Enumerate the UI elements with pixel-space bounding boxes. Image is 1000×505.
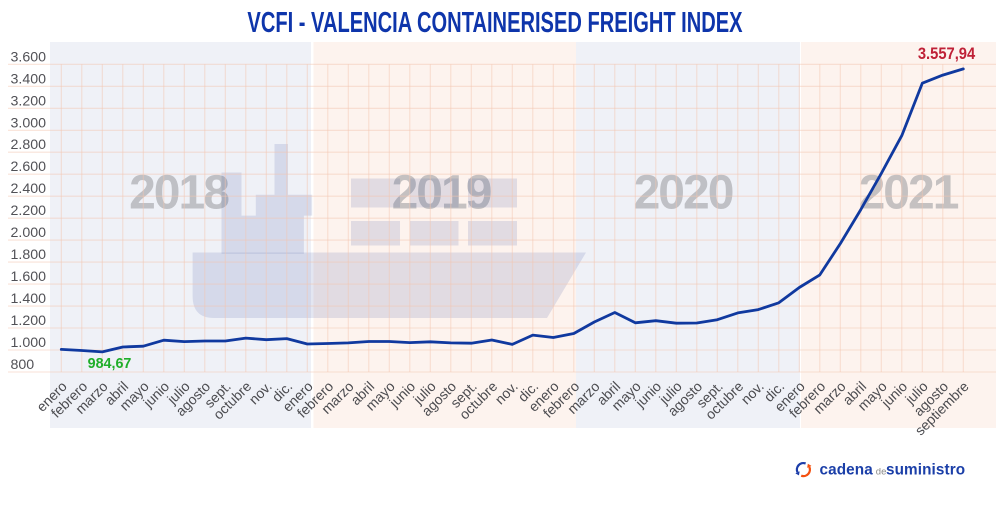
- svg-text:3.400: 3.400: [11, 71, 47, 87]
- svg-text:3.600: 3.600: [11, 49, 47, 65]
- svg-text:1.600: 1.600: [11, 269, 47, 285]
- svg-text:3.000: 3.000: [11, 115, 47, 131]
- svg-text:2018: 2018: [129, 167, 229, 220]
- svg-text:984,67: 984,67: [88, 356, 132, 372]
- svg-text:suministro: suministro: [886, 462, 965, 479]
- svg-text:2021: 2021: [859, 167, 959, 220]
- svg-text:2.800: 2.800: [11, 137, 47, 153]
- svg-text:2.200: 2.200: [11, 203, 47, 219]
- svg-text:2.400: 2.400: [11, 181, 47, 197]
- svg-text:1.200: 1.200: [11, 313, 47, 329]
- svg-text:de: de: [876, 467, 887, 478]
- svg-text:1.000: 1.000: [11, 335, 47, 351]
- svg-text:cadena: cadena: [820, 462, 874, 479]
- svg-text:3.200: 3.200: [11, 93, 47, 109]
- svg-text:1.800: 1.800: [11, 247, 47, 263]
- svg-text:2019: 2019: [392, 167, 491, 220]
- svg-text:3.557,94: 3.557,94: [918, 45, 975, 63]
- svg-text:VCFI - VALENCIA CONTAINERISED: VCFI - VALENCIA CONTAINERISED FREIGHT IN…: [247, 7, 742, 40]
- svg-text:1.400: 1.400: [11, 291, 47, 307]
- svg-text:2.600: 2.600: [11, 159, 47, 175]
- svg-text:800: 800: [11, 357, 35, 373]
- svg-text:2.000: 2.000: [11, 225, 47, 241]
